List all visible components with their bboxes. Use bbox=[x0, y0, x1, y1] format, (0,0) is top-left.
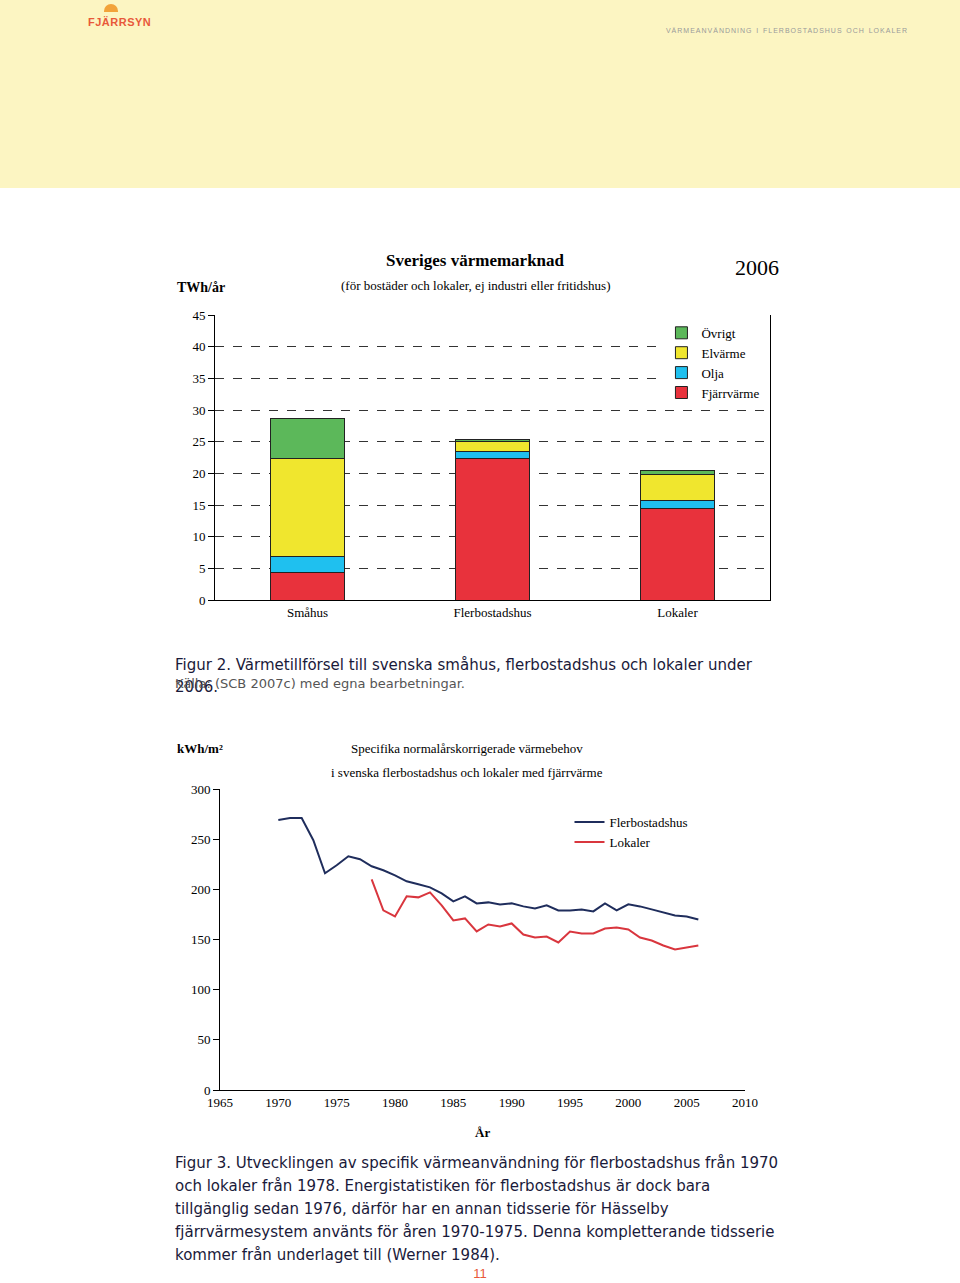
svg-text:300: 300 bbox=[191, 782, 211, 797]
svg-text:1970: 1970 bbox=[265, 1095, 291, 1110]
svg-text:1975: 1975 bbox=[324, 1095, 350, 1110]
svg-text:250: 250 bbox=[191, 832, 211, 847]
svg-text:40: 40 bbox=[192, 339, 205, 354]
svg-text:2000: 2000 bbox=[615, 1095, 641, 1110]
svg-text:Specifika normalårskorrigerade: Specifika normalårskorrigerade värmebeho… bbox=[351, 741, 583, 756]
svg-text:Olja: Olja bbox=[701, 366, 724, 381]
svg-text:0: 0 bbox=[199, 593, 206, 608]
html-text:Figur 2. Värmetillförsel till: Figur 2. Värmetillförsel till svenska sm… bbox=[175, 656, 752, 696]
svg-text:2006: 2006 bbox=[735, 255, 779, 280]
svg-text:25: 25 bbox=[192, 434, 205, 449]
svg-text:Småhus: Småhus bbox=[287, 605, 328, 620]
svg-text:150: 150 bbox=[191, 932, 211, 947]
html-text:Figur 3. Utvecklingen av speci: Figur 3. Utvecklingen av specifik värmea… bbox=[175, 1154, 779, 1264]
svg-text:100: 100 bbox=[191, 982, 211, 997]
svg-text:År: År bbox=[475, 1125, 490, 1140]
svg-text:10: 10 bbox=[192, 529, 205, 544]
svg-text:TWh/år: TWh/år bbox=[177, 280, 225, 295]
svg-text:2005: 2005 bbox=[674, 1095, 700, 1110]
html-text:värmeanvändning i flerbostadsh: värmeanvändning i flerbostadshus och lok… bbox=[665, 24, 908, 35]
svg-text:15: 15 bbox=[192, 498, 205, 513]
svg-text:Sveriges värmemarknad: Sveriges värmemarknad bbox=[386, 251, 565, 270]
svg-text:20: 20 bbox=[192, 466, 205, 481]
svg-text:0: 0 bbox=[204, 1083, 211, 1098]
svg-text:30: 30 bbox=[192, 403, 205, 418]
svg-text:kWh/m²: kWh/m² bbox=[177, 741, 223, 756]
svg-text:(för bostäder och lokaler, ej: (för bostäder och lokaler, ej industri e… bbox=[341, 278, 611, 293]
svg-text:50: 50 bbox=[197, 1032, 210, 1047]
svg-text:Lokaler: Lokaler bbox=[610, 835, 651, 850]
svg-text:45: 45 bbox=[192, 308, 205, 323]
html-text:Källa: (SCB 2007c) med egna be: Källa: (SCB 2007c) med egna bearbetninga… bbox=[175, 676, 465, 691]
html-text:FJÄRRSYN: FJÄRRSYN bbox=[88, 16, 152, 28]
svg-text:2010: 2010 bbox=[732, 1095, 758, 1110]
svg-text:35: 35 bbox=[192, 371, 205, 386]
svg-text:1985: 1985 bbox=[440, 1095, 466, 1110]
svg-text:1980: 1980 bbox=[382, 1095, 408, 1110]
svg-text:Elvärme: Elvärme bbox=[701, 346, 745, 361]
svg-text:Flerbostadshus: Flerbostadshus bbox=[454, 605, 532, 620]
svg-text:1995: 1995 bbox=[557, 1095, 583, 1110]
svg-text:i svenska flerbostadshus och l: i svenska flerbostadshus och lokaler med… bbox=[331, 765, 603, 780]
svg-text:5: 5 bbox=[199, 561, 206, 576]
svg-text:Övrigt: Övrigt bbox=[701, 326, 735, 341]
html-text:11: 11 bbox=[473, 1266, 487, 1281]
svg-text:Lokaler: Lokaler bbox=[657, 605, 698, 620]
svg-text:200: 200 bbox=[191, 882, 211, 897]
svg-text:1990: 1990 bbox=[499, 1095, 525, 1110]
svg-text:Flerbostadshus: Flerbostadshus bbox=[610, 815, 688, 830]
svg-text:Fjärrvärme: Fjärrvärme bbox=[701, 386, 759, 401]
svg-text:1965: 1965 bbox=[207, 1095, 233, 1110]
